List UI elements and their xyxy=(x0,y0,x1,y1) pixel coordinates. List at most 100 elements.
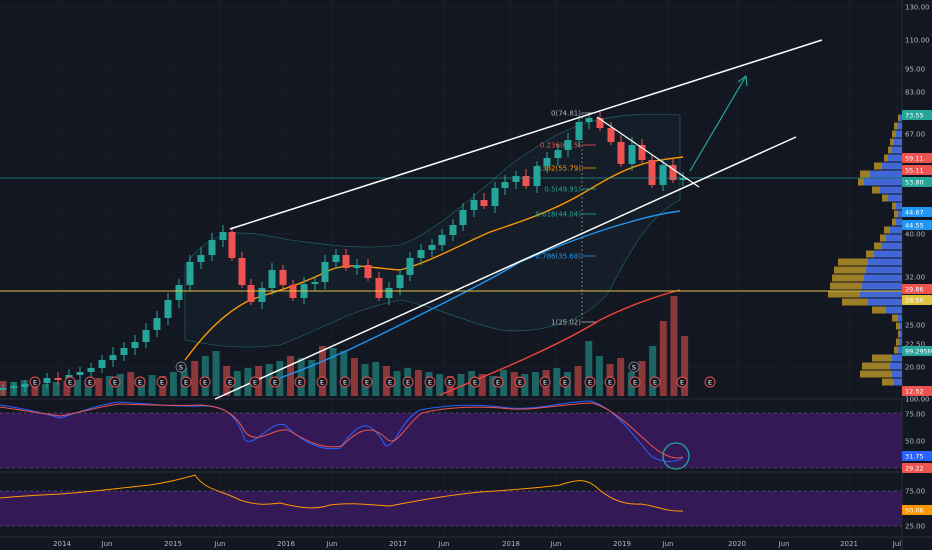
volume-profile-row xyxy=(892,130,902,138)
volume-profile-row xyxy=(892,218,902,226)
time-axis[interactable]: 2014 Jun 2015 Jun 2016 Jun 2017 Jun 2018 Jun 2019 J… xyxy=(53,540,901,548)
price-tag: 53.80 xyxy=(902,177,932,187)
time-tick-label: Jun xyxy=(778,540,790,548)
svg-text:E: E xyxy=(388,379,392,387)
earnings-badge[interactable]: E xyxy=(339,376,351,388)
svg-text:73.55: 73.55 xyxy=(905,112,924,120)
event-markers[interactable]: E E E E E E E E E E E E E E E E E E E E E E E E E E E E E ES S xyxy=(29,361,716,388)
svg-text:50.06: 50.06 xyxy=(905,507,924,515)
rsi-signal-line xyxy=(0,402,684,459)
bollinger-band xyxy=(184,114,681,348)
split-badge[interactable]: S xyxy=(175,361,187,373)
volume-profile-row xyxy=(860,170,902,178)
earnings-badge[interactable]: E xyxy=(294,376,306,388)
earnings-badge[interactable]: E xyxy=(361,376,373,388)
candle xyxy=(353,259,361,275)
top-downtrend-line[interactable] xyxy=(596,116,700,188)
candle xyxy=(332,249,340,269)
svg-text:E: E xyxy=(448,379,452,387)
earnings-badge[interactable]: E xyxy=(156,376,168,388)
ma-blue-line xyxy=(279,210,681,379)
earnings-badge[interactable]: E xyxy=(539,376,551,388)
volume-bar xyxy=(500,370,508,396)
candle xyxy=(228,227,236,261)
stoch-axis[interactable]: 75.00 25.00 50.06 xyxy=(902,488,932,531)
volume-bar xyxy=(95,378,103,396)
earnings-badge[interactable]: E xyxy=(444,376,456,388)
price-tag: 55.11 xyxy=(902,165,932,175)
earnings-badge[interactable]: E xyxy=(492,376,504,388)
earnings-badge[interactable]: E xyxy=(704,376,716,388)
time-tick-label: Jun xyxy=(662,540,674,548)
earnings-badge[interactable]: E xyxy=(64,376,76,388)
earnings-badge[interactable]: E xyxy=(180,376,192,388)
earnings-badge[interactable]: E xyxy=(649,376,661,388)
svg-text:99.295M: 99.295M xyxy=(905,348,932,356)
earnings-badge[interactable]: E xyxy=(109,376,121,388)
fib-level: 0.236(63.5) xyxy=(540,142,596,150)
earnings-badge[interactable]: E xyxy=(269,376,281,388)
volume-bar xyxy=(148,375,156,396)
volume-bar xyxy=(127,372,135,396)
price-tick-label: 32.00 xyxy=(905,274,925,282)
earnings-badge[interactable]: E xyxy=(559,376,571,388)
earnings-badge[interactable]: E xyxy=(676,376,688,388)
candle xyxy=(164,293,172,325)
rsi-tick-label: 75.00 xyxy=(905,411,925,419)
candle xyxy=(76,367,84,381)
candle xyxy=(364,259,372,281)
volume-bar xyxy=(63,381,71,396)
earnings-badge[interactable]: E xyxy=(384,376,396,388)
volume-profile-row xyxy=(872,186,902,194)
time-tick-label: Jun xyxy=(214,540,226,548)
arrow-up-icon[interactable] xyxy=(689,74,748,172)
earnings-badge[interactable]: E xyxy=(316,376,328,388)
volume-profile-row xyxy=(894,210,902,218)
volume-profile-row xyxy=(880,234,902,242)
candle xyxy=(43,373,51,388)
earnings-badge[interactable]: E xyxy=(402,376,414,388)
rsi-highlight-circle[interactable] xyxy=(662,442,690,470)
split-badge[interactable]: S xyxy=(628,361,640,373)
earnings-badge[interactable]: E xyxy=(224,376,236,388)
lower-trendline[interactable] xyxy=(214,136,797,400)
price-tag: 29.86 xyxy=(902,284,932,294)
earnings-badge[interactable]: E xyxy=(514,376,526,388)
price-tag: 44.55 xyxy=(902,220,932,230)
earnings-badge[interactable]: E xyxy=(424,376,436,388)
earnings-badge[interactable]: E xyxy=(134,376,146,388)
svg-text:E: E xyxy=(708,379,712,387)
svg-text:E: E xyxy=(33,379,37,387)
volume-bar xyxy=(212,351,220,396)
candle xyxy=(406,252,414,281)
volume-bar xyxy=(329,348,337,396)
earnings-badge[interactable]: E xyxy=(199,376,211,388)
candle xyxy=(54,372,62,385)
stoch-value-tag: 50.06 xyxy=(902,505,932,515)
volume-bar xyxy=(393,371,401,396)
candle xyxy=(197,247,205,269)
earnings-badge[interactable]: E xyxy=(29,376,41,388)
svg-text:E: E xyxy=(633,379,637,387)
candle xyxy=(449,219,457,241)
earnings-badge[interactable]: E xyxy=(469,376,481,388)
svg-text:44.67: 44.67 xyxy=(905,209,924,217)
volume-bar xyxy=(670,296,678,396)
candle xyxy=(87,363,95,378)
svg-text:E: E xyxy=(653,379,657,387)
fib-retracement[interactable]: 0(74.81) 0.236(63.5) 0.382(55.79) 0.5(49.91… xyxy=(535,110,596,327)
upper-trendline[interactable] xyxy=(229,39,823,230)
earnings-badge[interactable]: E xyxy=(584,376,596,388)
earnings-badge[interactable]: E xyxy=(84,376,96,388)
candle xyxy=(543,152,551,173)
candle xyxy=(98,355,106,373)
time-tick-label: Jun xyxy=(101,540,113,548)
earnings-badge[interactable]: E xyxy=(249,376,261,388)
volume-bar xyxy=(31,383,39,396)
volume-bar xyxy=(84,382,92,396)
earnings-badge[interactable]: E xyxy=(629,376,641,388)
volume-bar xyxy=(585,341,593,396)
earnings-badge[interactable]: E xyxy=(604,376,616,388)
